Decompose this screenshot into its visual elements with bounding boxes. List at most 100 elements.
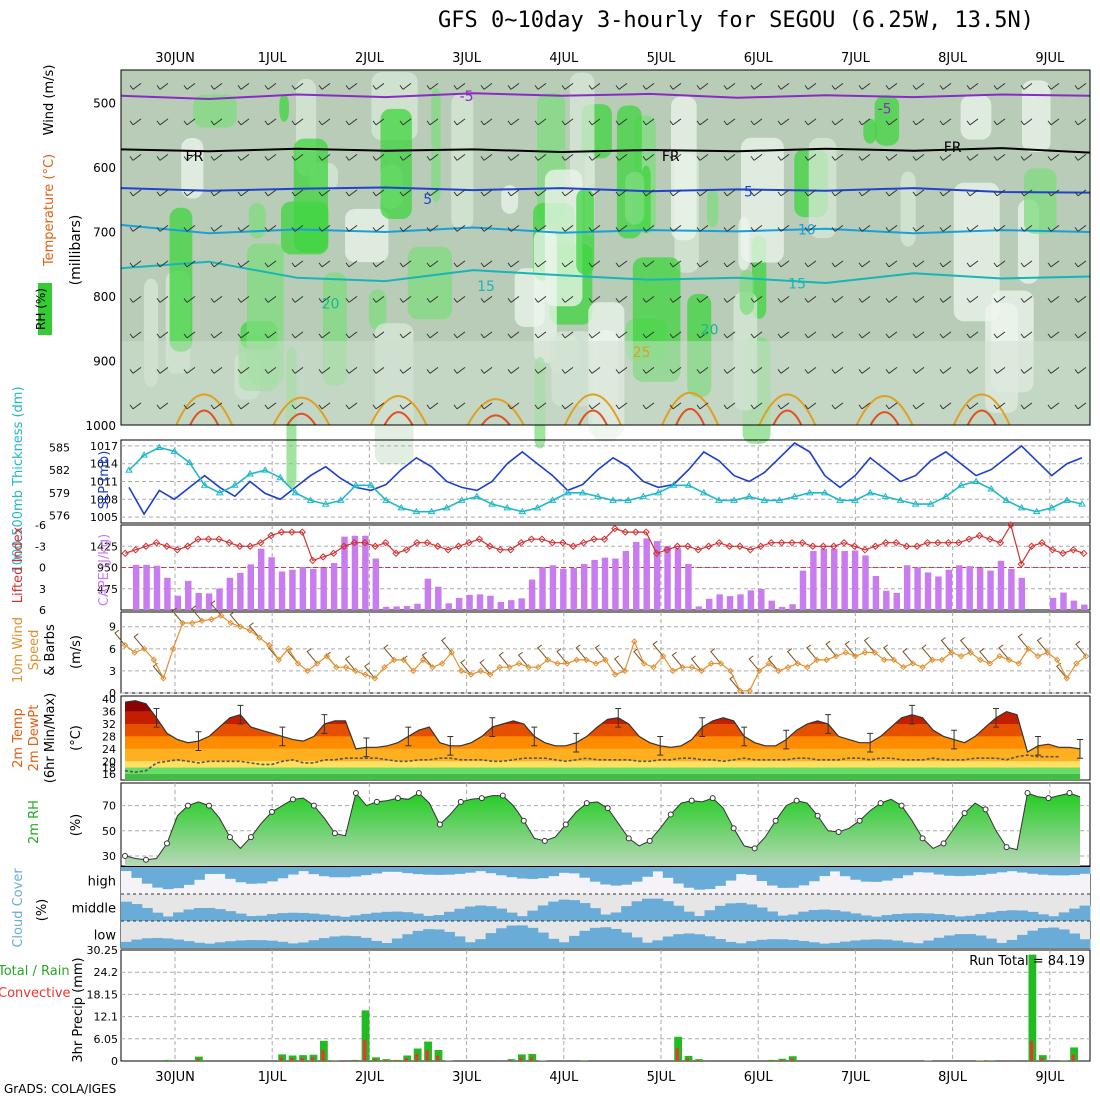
wind-speed-point <box>977 656 984 664</box>
precip-total-bar <box>1028 954 1037 1061</box>
cape-bar <box>299 567 307 610</box>
temperature-contour <box>952 393 1011 426</box>
wind-barb <box>426 189 439 197</box>
wind-barb <box>534 295 547 303</box>
rh-point <box>1003 844 1010 851</box>
cloud-cell <box>860 939 872 948</box>
wind-barb <box>210 82 223 90</box>
thickness-point <box>306 496 315 503</box>
cloud-cell <box>579 903 591 921</box>
cloud-cell <box>548 938 560 948</box>
wind-barb <box>183 82 196 90</box>
rh-point <box>835 829 842 836</box>
wind-barb <box>426 153 439 161</box>
li-point <box>246 542 254 550</box>
wind-barb <box>426 331 439 339</box>
rh-point <box>751 845 758 852</box>
wind-speed-point <box>669 667 676 675</box>
cloud-cell <box>444 911 455 921</box>
cloud-cell <box>777 939 789 948</box>
cloud-cell <box>964 915 976 921</box>
wind-barb <box>777 82 790 90</box>
thickness-point <box>563 488 572 496</box>
cloud-cell <box>1017 910 1028 921</box>
cloud-cell <box>433 867 445 875</box>
wind-barb <box>588 402 601 410</box>
wind-barb <box>426 224 439 232</box>
rh-cell <box>960 95 992 140</box>
wind-speed-point <box>727 667 734 675</box>
li-point <box>965 535 973 543</box>
wind-barb <box>723 153 736 161</box>
thickness-point <box>473 492 481 500</box>
cape-bar <box>705 598 713 610</box>
wind-speed-point <box>515 660 523 667</box>
wind-speed-point <box>563 660 571 667</box>
wind-barb <box>940 637 952 653</box>
wind-barb <box>183 189 196 197</box>
wind-barb <box>804 260 817 268</box>
cloud-cell <box>235 913 247 921</box>
wind-barb <box>264 331 277 339</box>
wind-speed-point <box>784 664 792 671</box>
wind-speed-point <box>583 656 590 664</box>
cloud-cell <box>610 867 622 886</box>
li-point <box>715 539 723 547</box>
temperature-range-bar <box>783 729 790 750</box>
wind-barb <box>264 260 277 268</box>
cloud-cell <box>600 927 612 948</box>
rh-cell <box>451 93 474 230</box>
wind-barb <box>750 295 763 303</box>
wind-barb <box>291 153 304 161</box>
temperature-range-bar <box>909 704 916 725</box>
cloud-cell <box>496 908 508 921</box>
precip-convective-bar <box>519 1057 523 1061</box>
rh-point <box>541 837 548 844</box>
x-tick-label-bottom: 2JUL <box>355 1070 385 1085</box>
cloud-cell <box>246 940 257 948</box>
li-point <box>527 535 536 543</box>
wind-barb <box>129 189 142 197</box>
wind-barb <box>750 189 763 197</box>
wind-barb <box>480 189 493 197</box>
wind-barb <box>1074 260 1087 268</box>
wind-barb <box>966 295 979 303</box>
cape-bar <box>903 565 911 610</box>
temperature-range-bar <box>699 717 706 737</box>
cloud-cell <box>975 913 987 921</box>
wind-barb <box>210 600 222 617</box>
cloud-cell <box>589 927 601 948</box>
cloud-cell <box>131 904 143 921</box>
cloud-cell <box>339 867 351 878</box>
cloud-cell <box>735 867 747 875</box>
rh-point <box>646 837 653 844</box>
thickness-point <box>987 485 996 492</box>
wind-speed-point <box>1034 652 1042 660</box>
cape-bar <box>768 600 775 610</box>
cape-bar <box>841 550 848 610</box>
precip-convective-bar <box>300 1057 304 1061</box>
wind-speed-point <box>198 617 206 625</box>
wind-barb <box>777 260 790 268</box>
wind-barb <box>1047 224 1060 232</box>
cape-bar <box>987 570 994 610</box>
thickness-point <box>594 492 602 500</box>
cloud-cell <box>829 867 841 872</box>
contour-label: 15 <box>788 277 806 293</box>
wind-barb <box>1047 295 1060 303</box>
rh-point <box>268 808 275 815</box>
wind-barb <box>1020 366 1033 374</box>
rh-cell <box>345 208 389 263</box>
wind-barb <box>696 224 709 232</box>
wind-barb <box>507 366 520 374</box>
rh-cell <box>193 94 237 128</box>
cloud-cell <box>944 867 956 876</box>
wind-barb <box>345 118 358 126</box>
cloud-cell <box>266 867 278 882</box>
rh-point <box>772 817 779 824</box>
cloud-cell <box>881 915 893 921</box>
wind-barb <box>863 637 875 653</box>
wind-barb <box>453 82 466 90</box>
rh-cell <box>874 95 900 146</box>
wind-barb <box>129 366 142 374</box>
